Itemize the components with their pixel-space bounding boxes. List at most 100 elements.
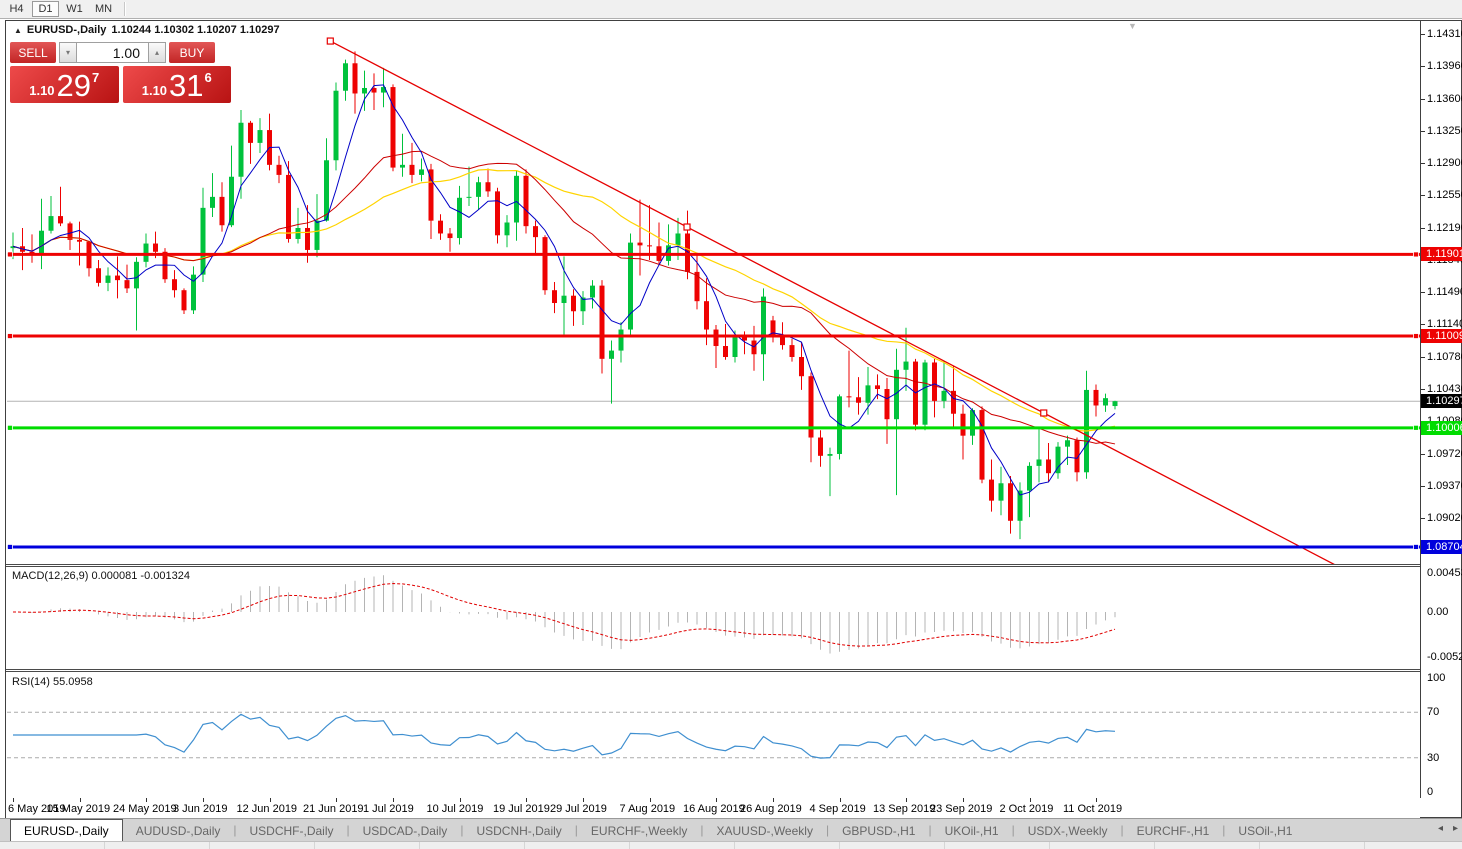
date-tick-label: 19 Jul 2019 (493, 803, 550, 815)
date-tick-mark (269, 798, 271, 802)
sell-price-box[interactable]: 1.10 29 7 (10, 66, 119, 103)
chart-tab-bar: EURUSD-,Daily AUDUSD-,Daily | USDCHF-,Daily… (0, 818, 1462, 841)
price-tick-mark (1421, 389, 1425, 391)
volume-input[interactable] (77, 42, 148, 63)
date-tick-mark (1029, 798, 1031, 802)
buy-price-prefix: 1.10 (141, 83, 168, 98)
price-tick-label: 1.14310 (1427, 28, 1462, 40)
date-tick-mark (526, 798, 527, 802)
descending-trendline[interactable] (326, 37, 1343, 564)
price-tick-mark (1421, 130, 1425, 132)
buy-price-big: 31 (169, 68, 204, 103)
macd-pane-canvas[interactable] (7, 567, 1420, 669)
chart-tab-usdcnh-daily[interactable]: USDCNH-,Daily (476, 823, 562, 838)
date-tick-mark (906, 798, 907, 802)
price-tick-label: 1.12900 (1427, 157, 1462, 169)
price-tick-mark (1421, 453, 1425, 455)
date-tick-label: 7 Aug 2019 (619, 803, 676, 815)
sell-button[interactable]: SELL (10, 42, 56, 63)
date-tick-label: 3 Jun 2019 (173, 803, 228, 815)
timeframe-button-w1[interactable]: W1 (66, 3, 83, 15)
chart-tab-usdcad-daily[interactable]: USDCAD-,Daily (362, 823, 448, 838)
sell-price-big: 29 (56, 68, 92, 103)
rsi-tick-label: 70 (1427, 706, 1440, 719)
one-click-trade-panel: SELL ▾ ▴ BUY 1.10 29 7 1.10 31 6 (10, 42, 231, 103)
date-tick-label: 13 Sep 2019 (873, 803, 936, 815)
chart-tab-usdchf-daily[interactable]: USDCHF-,Daily (249, 823, 334, 838)
rsi-line (13, 713, 1116, 759)
price-tick-label: 1.09720 (1427, 447, 1462, 460)
collapse-trade-panel-icon[interactable]: ▲ (14, 25, 22, 35)
buy-button[interactable]: BUY (169, 42, 215, 63)
price-axis[interactable]: 1.14310 1.13960 1.13600 1.13250 1.12900 1.125… (1420, 21, 1462, 798)
chart-tab-gbpusd-h1[interactable]: GBPUSD-,H1 (842, 823, 916, 838)
date-tick-mark (13, 798, 14, 802)
bottom-strip (0, 841, 1462, 849)
moving-averages-layer (12, 84, 1116, 496)
volume-increase-button[interactable]: ▴ (148, 42, 166, 63)
price-tick-label: 1.11490 (1427, 286, 1462, 299)
tab-divider: | (928, 823, 932, 837)
tab-divider: | (1120, 823, 1124, 837)
chart-tab-xauusd-weekly[interactable]: XAUUSD-,Weekly (716, 823, 813, 838)
rsi-pane-canvas[interactable] (7, 672, 1420, 798)
sell-price-sup: 7 (92, 70, 100, 85)
macd-tick-label: -0.005205 (1427, 651, 1462, 664)
macd-tick-label: 0.004536 (1427, 566, 1462, 579)
current-price-tag: 1.10297 (1421, 394, 1462, 409)
level-price-tag: 1.11009 (1421, 329, 1462, 344)
tabs-scroll-right-icon[interactable]: ▸ (1452, 823, 1458, 834)
volume-decrease-button[interactable]: ▾ (59, 42, 77, 63)
date-tick-mark (79, 798, 81, 802)
date-tick-label: 2 Oct 2019 (999, 803, 1054, 815)
candles-layer (10, 51, 1118, 540)
price-tick-mark (1421, 34, 1425, 35)
chart-tab-usdx-weekly[interactable]: USDX-,Weekly (1027, 823, 1108, 838)
date-tick-label: 16 Aug 2019 (683, 803, 745, 815)
date-tick-label: 23 Sep 2019 (930, 803, 993, 815)
chart-tab-eurusd-daily[interactable]: EURUSD-,Daily (10, 819, 123, 841)
tabs-scroll-left-icon[interactable]: ◂ (1437, 823, 1443, 834)
horizontal-level-lines[interactable] (7, 251, 1420, 550)
rsi-tick-label: 0 (1427, 786, 1434, 798)
date-tick-label: 11 Oct 2019 (1063, 803, 1123, 815)
macd-signal-line (12, 583, 1116, 647)
level-price-tag: 1.08704 (1421, 539, 1462, 554)
date-tick-label: 29 Jul 2019 (550, 803, 607, 815)
chart-symbol-period: EURUSD-,Daily (26, 24, 107, 36)
tab-divider: | (233, 823, 237, 837)
price-tick-label: 1.13250 (1427, 124, 1462, 137)
timeframe-button-h4[interactable]: H4 (9, 3, 24, 15)
chart-tab-eurchf-h1[interactable]: EURCHF-,H1 (1136, 823, 1210, 838)
date-tick-mark (393, 798, 394, 802)
timeframe-button-mn[interactable]: MN (94, 3, 113, 15)
macd-tick-label: 0.00 (1427, 606, 1449, 618)
price-tick-mark (1421, 292, 1425, 294)
chart-tab-ukoil-h1[interactable]: UKOil-,H1 (944, 823, 999, 838)
price-pane-canvas[interactable] (7, 22, 1420, 564)
chart-shift-marker-icon[interactable]: ▼ (1128, 21, 1137, 31)
tab-divider: | (460, 823, 464, 837)
date-tick-mark (716, 798, 717, 802)
buy-price-box[interactable]: 1.10 31 6 (122, 66, 231, 103)
date-tick-mark (146, 798, 147, 802)
pane-separator-macd[interactable] (6, 564, 1420, 567)
date-tick-mark (649, 798, 651, 802)
pane-separator-rsi[interactable] (6, 669, 1420, 672)
chart-tab-audusd-daily[interactable]: AUDUSD-,Daily (135, 823, 221, 838)
date-axis[interactable]: 6 May 2019 15 May 2019 24 May 2019 3 Jun 20… (6, 798, 1420, 818)
date-tick-label: 4 Sep 2019 (809, 803, 866, 815)
chart-ohlc-readout: ▲ EURUSD-,Daily 1.10244 1.10302 1.10207 … (14, 24, 280, 36)
date-tick-mark (963, 798, 964, 802)
date-tick-label: 21 Jun 2019 (303, 803, 364, 815)
chart-tab-usoil-h1[interactable]: USOil-,H1 (1238, 823, 1293, 838)
price-tick-label: 1.12550 (1427, 189, 1462, 202)
timeframe-button-d1[interactable]: D1 (32, 1, 59, 17)
price-tick-label: 1.11140 (1427, 318, 1462, 331)
price-tick-mark (1421, 324, 1425, 326)
tab-divider: | (700, 823, 704, 837)
level-price-tag: 1.11901 (1421, 247, 1462, 262)
toolbar-separator (124, 2, 126, 16)
chart-tab-eurchf-weekly[interactable]: EURCHF-,Weekly (590, 823, 688, 838)
